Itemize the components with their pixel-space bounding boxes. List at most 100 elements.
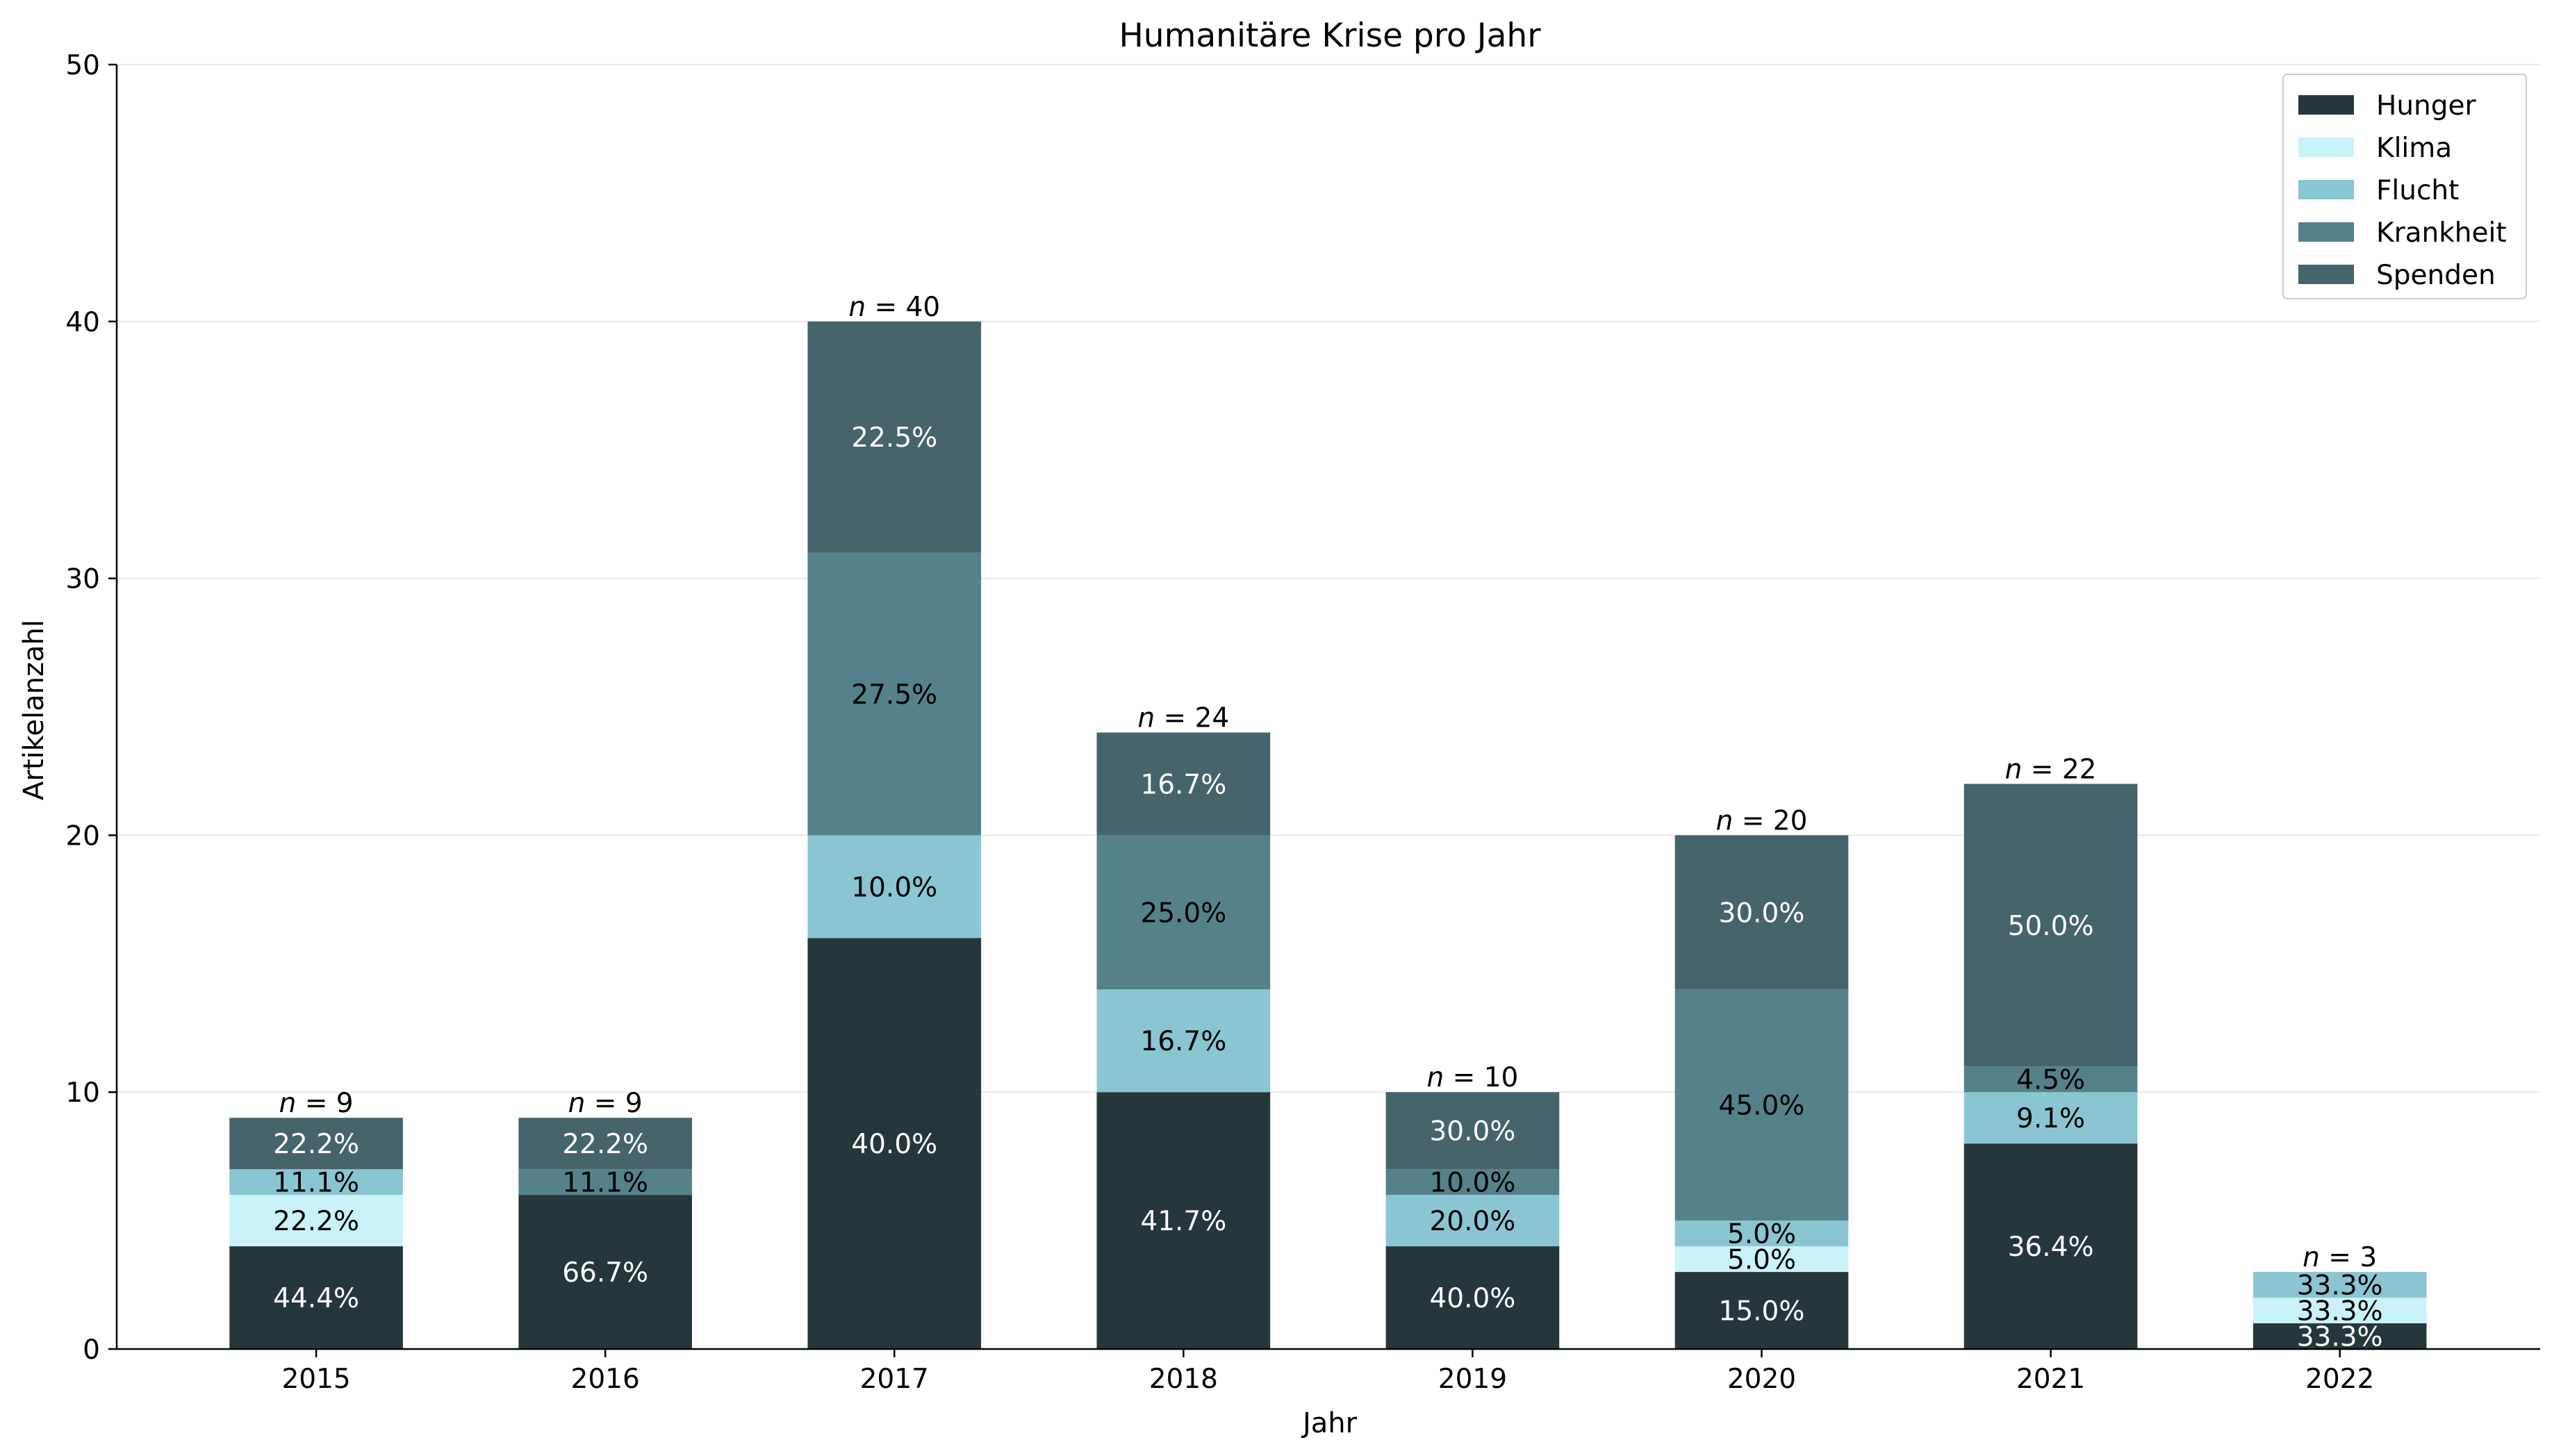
bar-segment xyxy=(1385,1246,1560,1349)
bar-segment xyxy=(1674,1246,1849,1273)
y-tick-label: 10 xyxy=(65,1077,100,1109)
x-tick-label: 2018 xyxy=(1149,1364,1218,1395)
segment-label: 10.0% xyxy=(851,872,937,903)
legend-label: Flucht xyxy=(2376,175,2459,206)
bar-segment xyxy=(807,321,982,553)
x-tick-label: 2022 xyxy=(2305,1364,2374,1395)
x-tick-label: 2019 xyxy=(1438,1364,1507,1395)
bar-segment xyxy=(229,1246,403,1349)
bar-segment xyxy=(807,552,982,836)
bar-segment xyxy=(1096,835,1271,990)
axes xyxy=(115,65,2540,1350)
bar-segment xyxy=(1963,1143,2138,1349)
total-label: n = 22 xyxy=(2005,754,2097,785)
segment-label: 40.0% xyxy=(851,1129,937,1160)
x-axis-label: Jahr xyxy=(1301,1407,1358,1439)
bar-segment xyxy=(518,1195,692,1349)
segment-label: 50.0% xyxy=(2008,911,2094,942)
bar-segment xyxy=(2253,1272,2427,1298)
y-ticks: 0 10 20 30 40 50 xyxy=(65,50,117,1366)
bar-segment xyxy=(1385,1169,1560,1196)
segment-label: 22.2% xyxy=(273,1206,359,1237)
legend-swatch xyxy=(2298,222,2354,242)
bar-segment xyxy=(1674,1221,1849,1247)
segment-label: 30.0% xyxy=(1719,897,1805,929)
legend-label: Spenden xyxy=(2376,260,2496,291)
segment-label: 9.1% xyxy=(2016,1103,2085,1134)
legend-label: Klima xyxy=(2376,133,2452,164)
bar-segment xyxy=(2253,1298,2427,1324)
segment-label: 22.2% xyxy=(562,1129,648,1160)
legend-label: Hunger xyxy=(2376,90,2477,122)
bar-segment xyxy=(1963,784,2138,1067)
segment-label: 40.0% xyxy=(1429,1283,1515,1314)
bar-segment xyxy=(518,1169,692,1196)
bar-segment xyxy=(229,1169,403,1196)
x-tick-label: 2017 xyxy=(860,1364,929,1395)
x-tick-label: 2015 xyxy=(281,1364,350,1395)
x-tick-label: 2016 xyxy=(571,1364,640,1395)
legend-swatch xyxy=(2298,138,2354,157)
legend-swatch xyxy=(2298,265,2354,284)
segment-label: 25.0% xyxy=(1140,897,1226,929)
segment-label: 41.7% xyxy=(1140,1206,1226,1237)
y-tick-label: 50 xyxy=(65,50,100,81)
bar-segment xyxy=(1385,1195,1560,1247)
segment-label: 36.4% xyxy=(2008,1232,2094,1263)
total-label: n = 20 xyxy=(1716,805,1808,836)
segment-label: 11.1% xyxy=(562,1168,648,1199)
segment-labels: 44.4% 22.2% 11.1% 22.2% 66.7% 11.1% 22.2% 40.0%… xyxy=(273,422,2382,1352)
bar-segment xyxy=(1963,1092,2138,1144)
bar-segment xyxy=(1096,1092,1271,1349)
segment-label: 4.5% xyxy=(2016,1065,2085,1096)
total-label: n = 9 xyxy=(279,1088,354,1119)
bar-segment xyxy=(1674,989,1849,1221)
segment-label: 16.7% xyxy=(1140,1026,1226,1057)
legend-swatch xyxy=(2298,95,2354,115)
y-axis-label: Artikelanzahl xyxy=(18,620,50,800)
x-tick-label: 2021 xyxy=(2016,1364,2085,1395)
segment-label: 10.0% xyxy=(1429,1168,1515,1199)
legend-label: Krankheit xyxy=(2376,217,2507,249)
segment-label: 33.3% xyxy=(2297,1322,2383,1353)
segment-label: 33.3% xyxy=(2297,1296,2383,1327)
total-label: n = 3 xyxy=(2303,1242,2377,1273)
bar-segment xyxy=(1674,835,1849,990)
total-label: n = 10 xyxy=(1427,1062,1519,1093)
segment-label: 20.0% xyxy=(1429,1206,1515,1237)
y-tick-label: 0 xyxy=(83,1334,100,1366)
segment-label: 33.3% xyxy=(2297,1271,2383,1302)
segment-label: 11.1% xyxy=(273,1168,359,1199)
bar-segment xyxy=(1096,989,1271,1093)
bar-segment xyxy=(1385,1092,1560,1170)
bar-segment xyxy=(229,1118,403,1170)
y-tick-label: 20 xyxy=(65,820,100,852)
segment-label: 66.7% xyxy=(562,1257,648,1289)
segment-label: 30.0% xyxy=(1429,1116,1515,1148)
bar-segment xyxy=(1674,1272,1849,1349)
bar-segment xyxy=(2253,1323,2427,1349)
bar-segment xyxy=(229,1195,403,1247)
y-tick-label: 40 xyxy=(65,307,100,338)
chart-title: Humanitäre Krise pro Jahr xyxy=(1119,17,1541,55)
segment-label: 16.7% xyxy=(1140,769,1226,800)
bar-segment xyxy=(1096,732,1271,836)
total-label: n = 40 xyxy=(848,292,940,323)
y-tick-label: 30 xyxy=(65,564,100,595)
segment-label: 44.4% xyxy=(273,1283,359,1314)
total-label: n = 24 xyxy=(1137,702,1229,734)
bar-segment xyxy=(807,938,982,1349)
bars xyxy=(229,321,2427,1349)
segment-label: 5.0% xyxy=(1727,1245,1796,1276)
gridlines xyxy=(117,64,2540,1093)
total-labels: n = 9 n = 9 n = 40 n = 24 n = 10 n = 20 n = 22… xyxy=(279,292,2378,1273)
segment-label: 22.5% xyxy=(851,422,937,454)
x-tick-label: 2020 xyxy=(1727,1364,1796,1395)
total-label: n = 9 xyxy=(568,1088,643,1119)
segment-label: 15.0% xyxy=(1719,1296,1805,1327)
segment-label: 5.0% xyxy=(1727,1219,1796,1250)
segment-label: 27.5% xyxy=(851,679,937,711)
bar-segment xyxy=(518,1118,692,1170)
